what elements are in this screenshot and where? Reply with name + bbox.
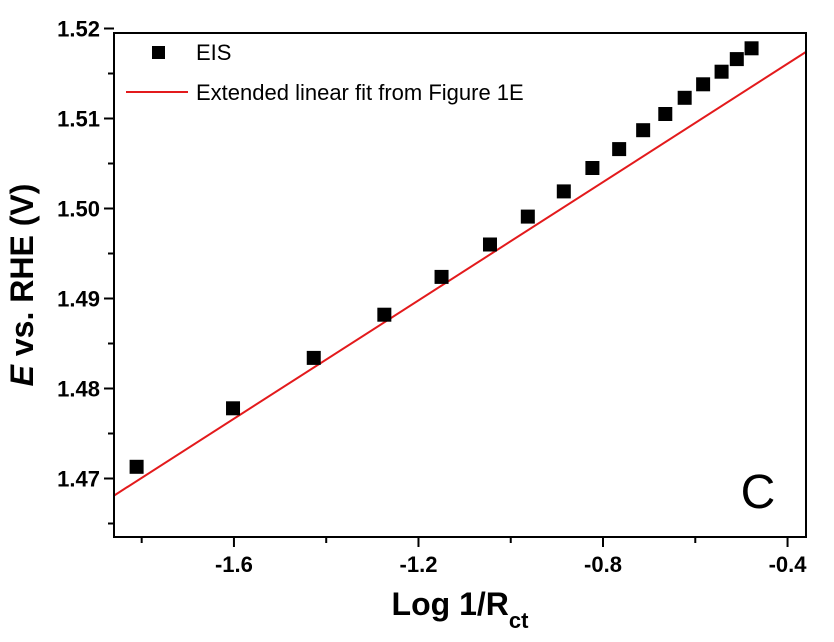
fit-layer: [113, 51, 807, 497]
x-axis-title: Log 1/Rct: [392, 586, 530, 633]
y-tick-label: 1.52: [57, 17, 100, 42]
eis-data-point: [612, 142, 627, 157]
eis-data-point: [434, 269, 449, 284]
y-tick-labels: 1.47 1.48 1.49 1.50 1.51 1.52: [57, 17, 100, 492]
eis-data-point: [658, 107, 673, 121]
x-tick-labels: -1.6 -1.2 -0.8 -0.4: [215, 552, 807, 577]
eis-data-point: [729, 52, 744, 67]
axis-ticks: [104, 27, 789, 547]
legend-marker-eis: [152, 46, 165, 59]
x-axis-title-sub: ct: [509, 608, 529, 633]
x-tick-label: -0.8: [584, 552, 622, 577]
eis-data-point: [482, 237, 497, 252]
eis-data-point: [377, 307, 392, 322]
eis-data-point: [306, 350, 321, 365]
x-axis-title-main: Log 1/R: [392, 586, 509, 622]
panel-label: C: [741, 466, 776, 519]
legend-label-eis: EIS: [196, 40, 231, 65]
eis-data-point: [520, 209, 535, 224]
eis-data-point: [677, 90, 692, 105]
y-axis-title-rest: vs. RHE (V): [4, 184, 40, 365]
eis-data-point: [226, 401, 241, 416]
eis-data-point: [585, 161, 600, 175]
fit-line: [113, 51, 807, 497]
y-tick-label: 1.50: [57, 197, 100, 222]
x-tick-label: -1.6: [215, 552, 253, 577]
plot-frame: [113, 32, 807, 538]
eis-data-point: [129, 459, 144, 474]
legend: EIS Extended linear fit from Figure 1E: [126, 40, 524, 105]
y-axis-title-italic: E: [4, 363, 40, 386]
eis-data-point: [714, 64, 729, 79]
x-tick-label: -0.4: [769, 552, 808, 577]
legend-label-fit: Extended linear fit from Figure 1E: [196, 80, 524, 105]
y-tick-label: 1.48: [57, 377, 100, 402]
y-axis-title: E vs. RHE (V): [4, 184, 40, 387]
y-tick-label: 1.51: [57, 107, 100, 132]
eis-data-point: [744, 41, 759, 56]
y-tick-label: 1.47: [57, 467, 100, 492]
y-tick-label: 1.49: [57, 287, 100, 312]
eis-data-point: [556, 184, 571, 199]
x-tick-label: -1.2: [400, 552, 438, 577]
eis-data-point: [636, 123, 651, 138]
eis-markers: [129, 41, 759, 474]
eis-data-point: [696, 77, 711, 92]
